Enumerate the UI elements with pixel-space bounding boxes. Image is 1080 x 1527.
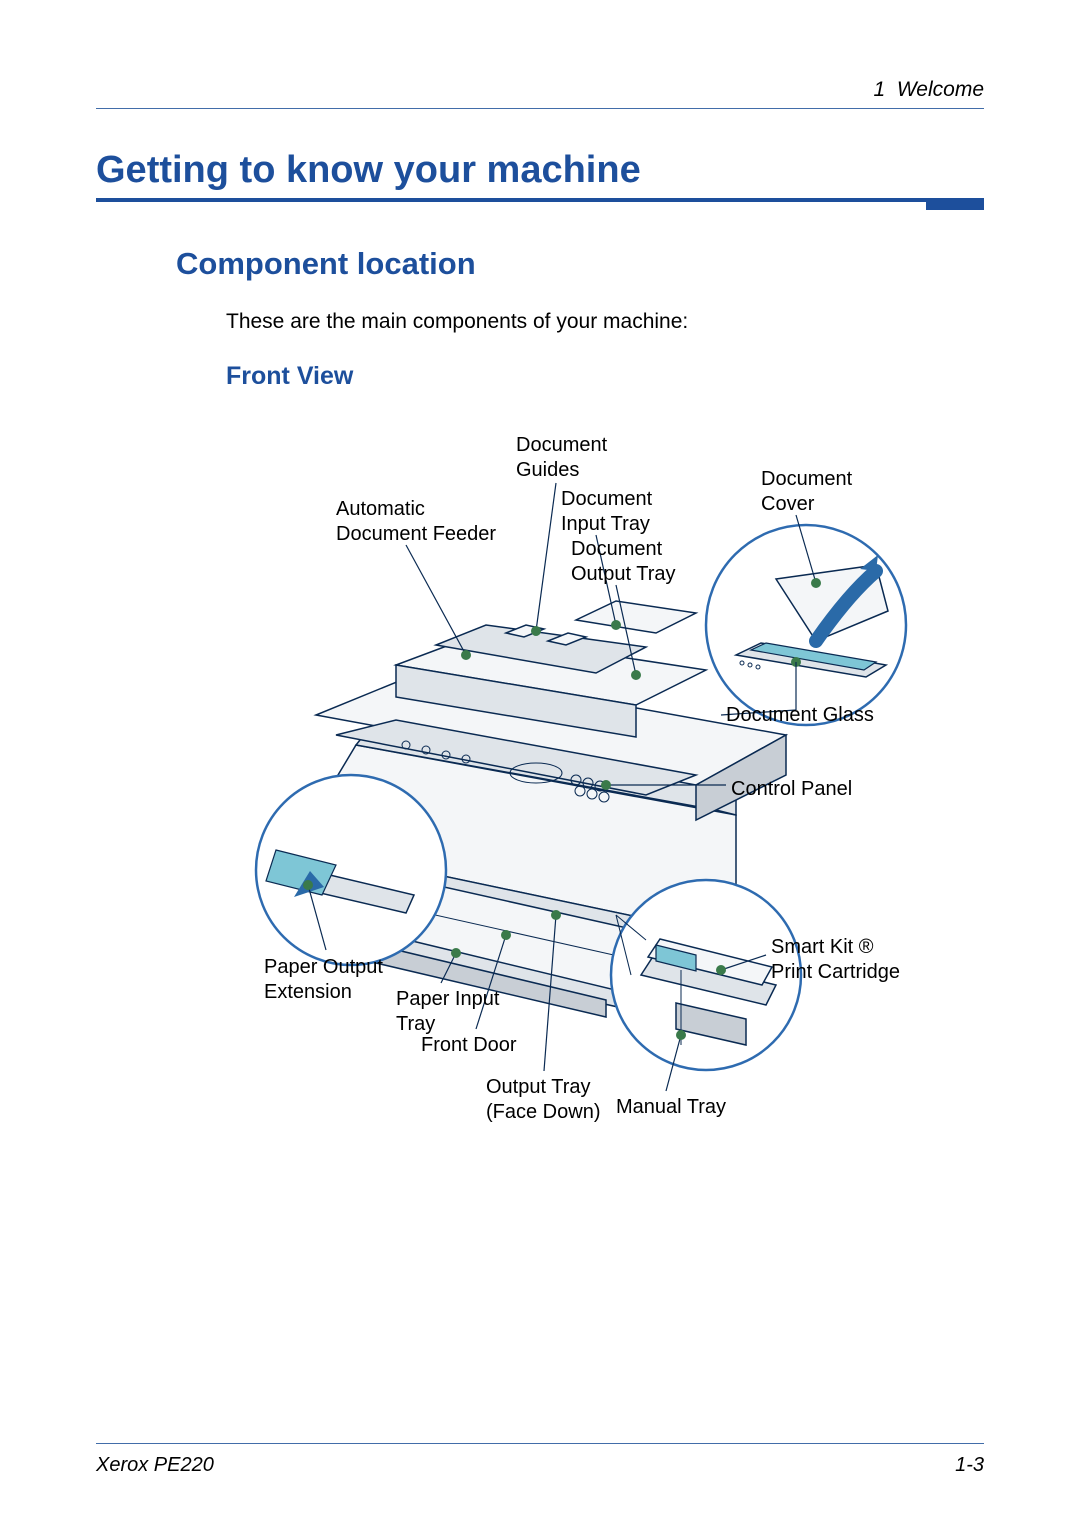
subsection-heading: Front View bbox=[226, 362, 984, 391]
footer-pageno: 1-3 bbox=[955, 1454, 984, 1477]
label-doc-guides: DocumentGuides bbox=[516, 433, 607, 483]
main-heading: Getting to know your machine bbox=[96, 149, 984, 192]
document-page: 1 Welcome Getting to know your machine C… bbox=[0, 0, 1080, 1527]
label-paper-out-ext: Paper OutputExtension bbox=[264, 955, 383, 1005]
intro-text: These are the main components of your ma… bbox=[226, 310, 984, 334]
label-smart-kit: Smart Kit ®Print Cartridge bbox=[771, 935, 900, 985]
label-paper-in-tray: Paper InputTray bbox=[396, 987, 499, 1037]
label-control-panel: Control Panel bbox=[731, 777, 852, 802]
page-footer: Xerox PE220 1-3 bbox=[96, 1443, 984, 1477]
label-manual-tray: Manual Tray bbox=[616, 1095, 726, 1120]
label-doc-output-tray: DocumentOutput Tray bbox=[571, 537, 676, 587]
label-output-tray-fd: Output Tray(Face Down) bbox=[486, 1075, 600, 1125]
content-block: Component location These are the main co… bbox=[176, 246, 984, 1225]
label-front-door: Front Door bbox=[421, 1033, 517, 1058]
label-doc-glass: Document Glass bbox=[726, 703, 874, 728]
heading-rule bbox=[96, 198, 926, 202]
header-text: 1 Welcome bbox=[874, 78, 985, 102]
label-doc-input-tray: DocumentInput Tray bbox=[561, 487, 652, 537]
chapter-title: Welcome bbox=[897, 78, 984, 101]
label-adf: AutomaticDocument Feeder bbox=[336, 497, 496, 547]
footer-product: Xerox PE220 bbox=[96, 1454, 214, 1477]
page-header: 1 Welcome bbox=[96, 78, 984, 109]
section-heading: Component location bbox=[176, 246, 984, 282]
label-doc-cover: DocumentCover bbox=[761, 467, 852, 517]
front-view-figure: .ln { stroke:#0a2a52; stroke-width:1.5; … bbox=[176, 415, 976, 1225]
chapter-num: 1 bbox=[874, 78, 886, 101]
